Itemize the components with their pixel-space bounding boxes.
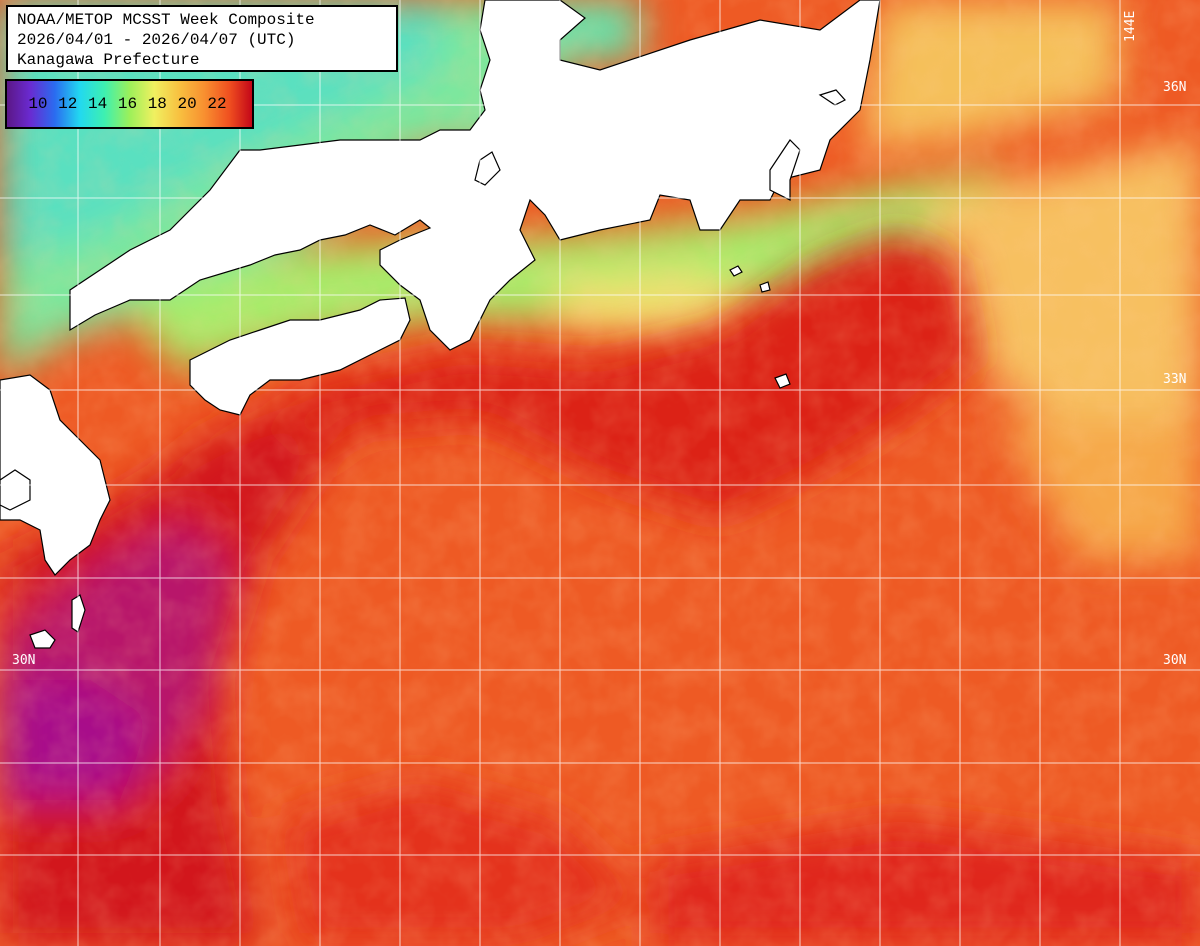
lat-label-30n-left: 30N — [12, 653, 36, 668]
land-yakushima — [29, 629, 56, 649]
land-izu-1 — [729, 265, 743, 277]
legend-tick: 20 — [177, 95, 197, 113]
legend-tick: 18 — [147, 95, 167, 113]
legend-colorbar — [5, 79, 254, 129]
land-east-honshu — [769, 139, 801, 201]
legend-tick: 12 — [58, 95, 78, 113]
legend: 10 12 14 16 18 20 22 — [5, 79, 254, 129]
lon-label-136e: 136E — [483, 10, 498, 42]
land-boso — [818, 89, 846, 106]
title-line-3: Kanagawa Prefecture — [17, 51, 200, 69]
title-box: NOAA/METOP MCSST Week Composite 2026/04/0… — [6, 5, 398, 72]
lat-label-33n: 33N — [1163, 372, 1187, 387]
legend-tick: 10 — [28, 95, 48, 113]
land-shikoku — [189, 297, 411, 416]
title-line-1: NOAA/METOP MCSST Week Composite — [17, 11, 315, 29]
lat-label-30n-right: 30N — [1163, 653, 1187, 668]
legend-tick: 14 — [88, 95, 108, 113]
land-sado — [474, 151, 501, 186]
legend-tick: 22 — [207, 95, 227, 113]
title-line-2: 2026/04/01 - 2026/04/07 (UTC) — [17, 31, 296, 49]
land-kyushu-south — [0, 469, 31, 511]
lat-label-36n: 36N — [1163, 80, 1187, 95]
land-kyushu — [0, 374, 111, 576]
land-izu-2 — [759, 281, 771, 293]
land-masses — [0, 0, 881, 649]
legend-tick: 16 — [117, 95, 138, 113]
lon-label-144e: 144E — [1123, 10, 1138, 42]
land-hachijo — [774, 373, 791, 389]
